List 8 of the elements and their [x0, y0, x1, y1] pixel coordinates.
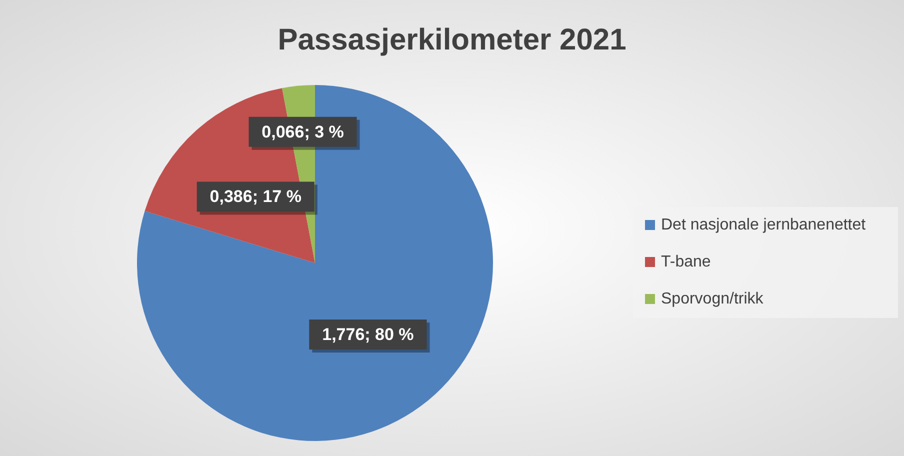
data-label: 1,776; 80 % — [322, 325, 414, 344]
legend-label: Sporvogn/trikk — [661, 290, 764, 308]
legend-label: T-bane — [661, 254, 711, 270]
pie-slice — [137, 85, 493, 441]
chart-title: Passasjerkilometer 2021 — [278, 24, 626, 56]
legend-label: Det nasjonale jernbanenettet — [661, 216, 866, 234]
data-label: 0,066; 3 % — [262, 122, 344, 142]
data-label: 0,386; 17 % — [210, 187, 302, 206]
